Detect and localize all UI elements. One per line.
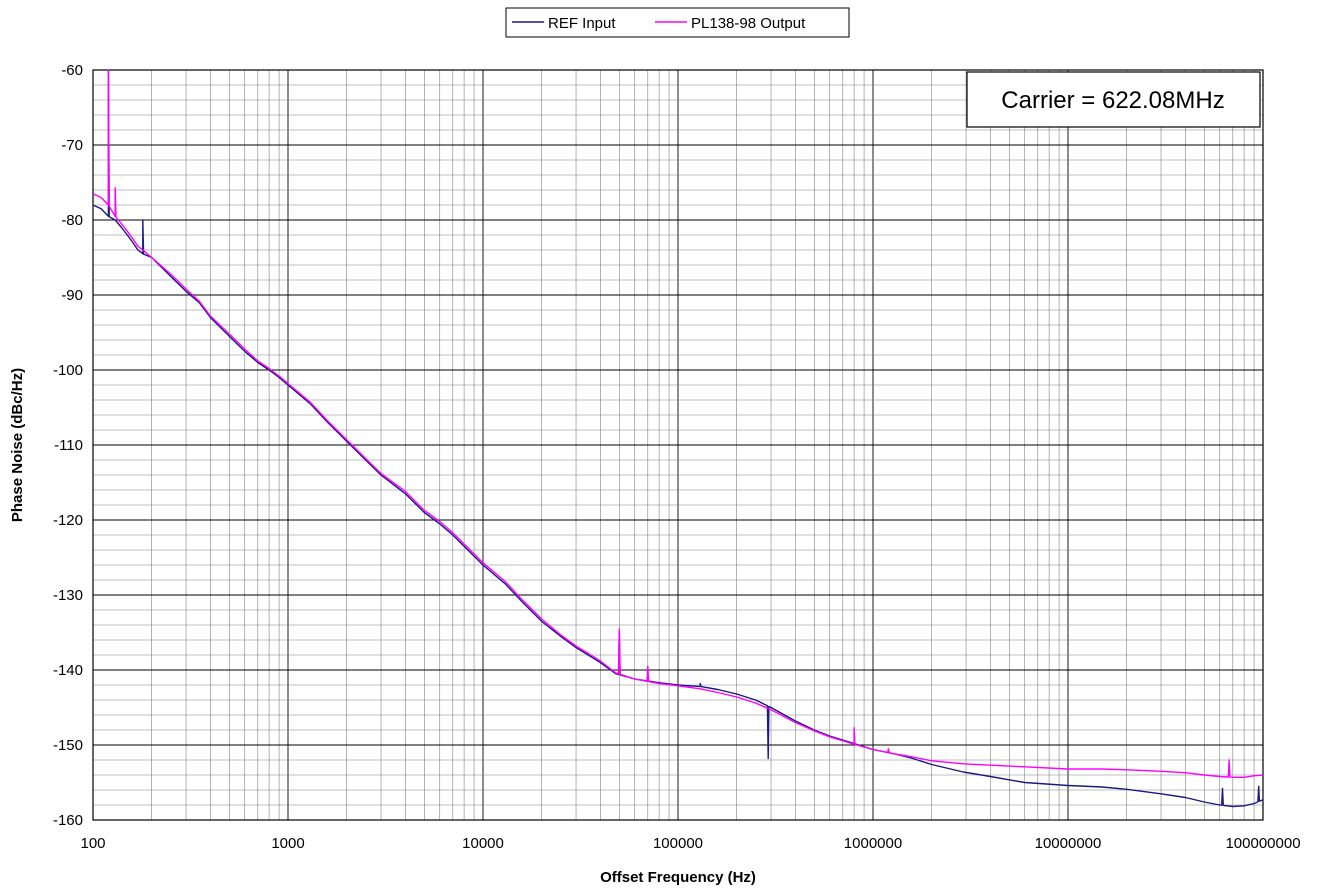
- y-tick-label: -150: [53, 737, 83, 754]
- annotation-text: Carrier = 622.08MHz: [1001, 87, 1224, 114]
- y-tick-label: -70: [61, 137, 83, 154]
- y-tick-label: -80: [61, 212, 83, 229]
- x-tick-label: 1000: [271, 835, 304, 852]
- series-line-ref-input: [92, 69, 1264, 808]
- y-tick-label: -90: [61, 287, 83, 304]
- y-tick-label: -60: [61, 62, 83, 79]
- legend: REF Input PL138-98 Output: [505, 7, 850, 38]
- series-lines: [92, 69, 1264, 808]
- x-tick-label: 100000: [653, 835, 703, 852]
- legend-label-ref-input: REF Input: [548, 15, 616, 32]
- legend-label-pl138-98-output: PL138-98 Output: [691, 15, 806, 32]
- plot-area-frame: [92, 69, 1264, 821]
- y-tick-label: -130: [53, 587, 83, 604]
- x-tick-label: 10000000: [1035, 835, 1102, 852]
- x-tick-label: 100000000: [1225, 835, 1300, 852]
- plot-grid: [92, 69, 1263, 821]
- y-tick-label: -120: [53, 512, 83, 529]
- y-tick-label: -100: [53, 362, 83, 379]
- x-tick-label: 100: [80, 835, 105, 852]
- x-tick-labels: 100 1000 10000 100000 1000000 10000000 1000000…: [80, 835, 1300, 852]
- carrier-annotation: Carrier = 622.08MHz: [966, 71, 1261, 128]
- x-axis-title: Offset Frequency (Hz): [600, 869, 756, 886]
- y-tick-label: -160: [53, 812, 83, 829]
- series-line-pl138-98-output: [92, 69, 1264, 778]
- y-tick-label: -140: [53, 662, 83, 679]
- x-tick-label: 1000000: [844, 835, 902, 852]
- y-tick-label: -110: [54, 437, 83, 454]
- x-tick-label: 10000: [462, 835, 504, 852]
- y-axis-title: Phase Noise (dBc/Hz): [9, 368, 26, 522]
- annotation-box: [966, 71, 1261, 128]
- y-tick-labels: -60 -70 -80 -90 -100 -110 -120 -130 -140 -150 -160: [53, 62, 83, 829]
